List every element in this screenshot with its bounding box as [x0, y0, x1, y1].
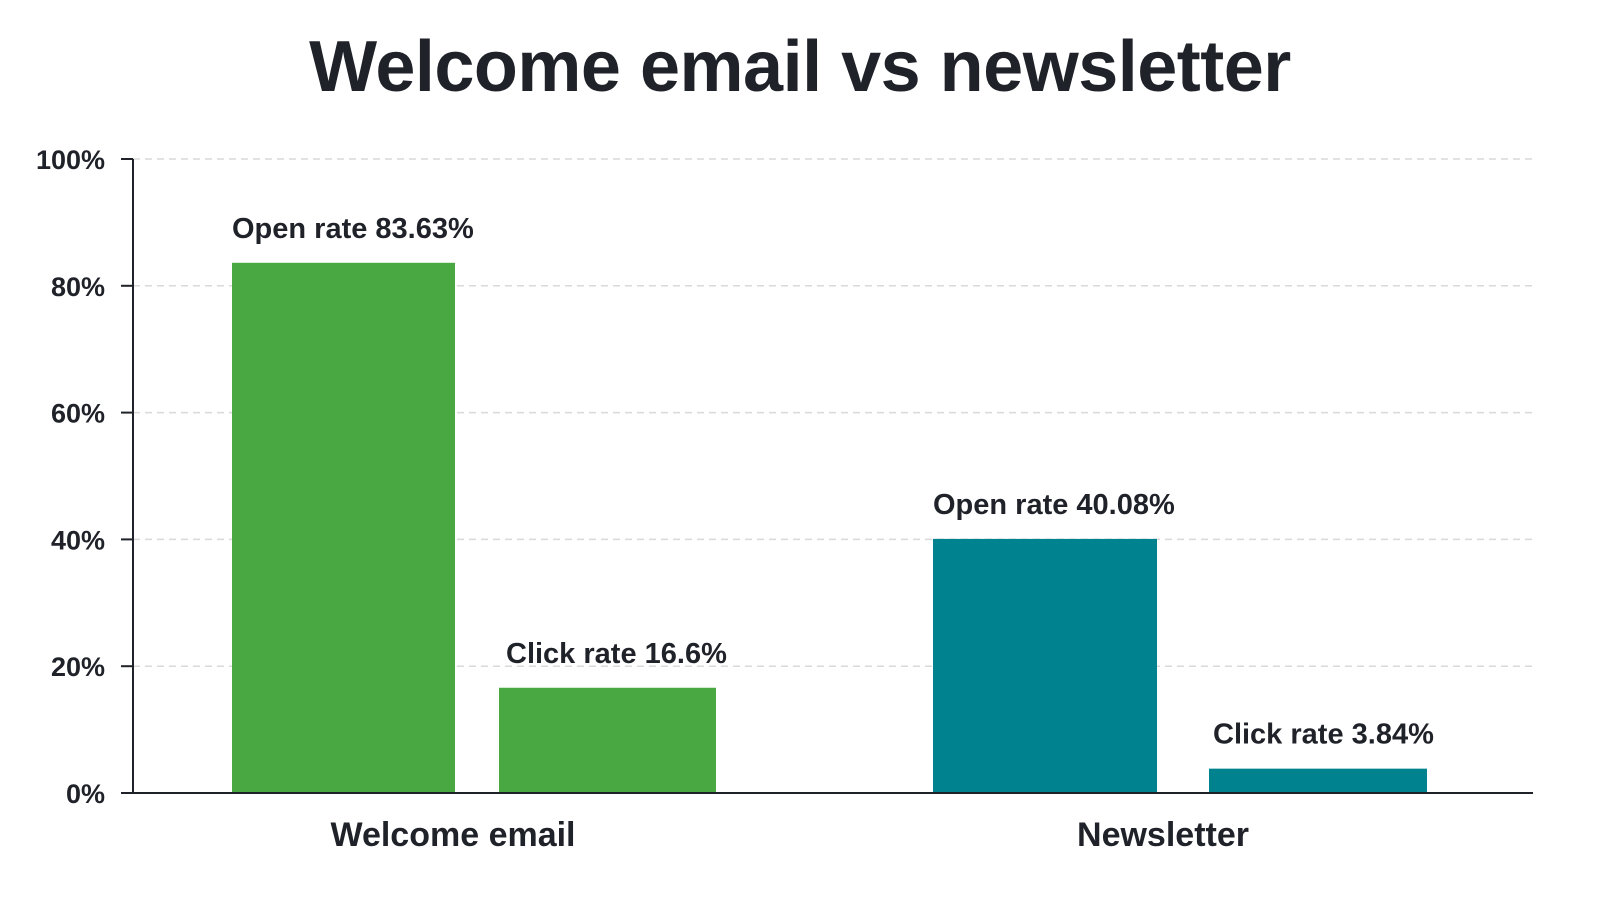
y-tick-label: 20% [51, 652, 105, 682]
data-labels: Open rate 83.63% Click rate 16.6% Open rat… [232, 213, 1434, 751]
bars [232, 262, 1427, 794]
bar-newsletter-click-rate [1209, 768, 1427, 793]
bar-welcome-email-open-rate [232, 262, 455, 794]
data-label: Click rate 3.84% [1213, 719, 1434, 751]
y-axis-ticks: 0% 20% 40% 60% 80% 100% [36, 145, 133, 809]
bar-newsletter-open-rate [933, 538, 1157, 793]
y-tick-label: 60% [51, 399, 105, 429]
x-category-label: Newsletter [1077, 816, 1249, 854]
bar-welcome-email-click-rate [499, 687, 716, 793]
data-label: Click rate 16.6% [506, 638, 727, 670]
y-tick-label: 40% [51, 525, 105, 555]
x-category-label: Welcome email [330, 816, 575, 854]
data-label: Open rate 40.08% [933, 489, 1175, 521]
y-tick-label: 80% [51, 272, 105, 302]
data-label: Open rate 83.63% [232, 213, 474, 245]
chart-title: Welcome email vs newsletter [309, 27, 1291, 107]
y-tick-label: 100% [36, 145, 105, 175]
x-axis-categories: Welcome email Newsletter [330, 816, 1249, 854]
axes [121, 159, 1533, 794]
y-tick-label: 0% [66, 779, 105, 809]
